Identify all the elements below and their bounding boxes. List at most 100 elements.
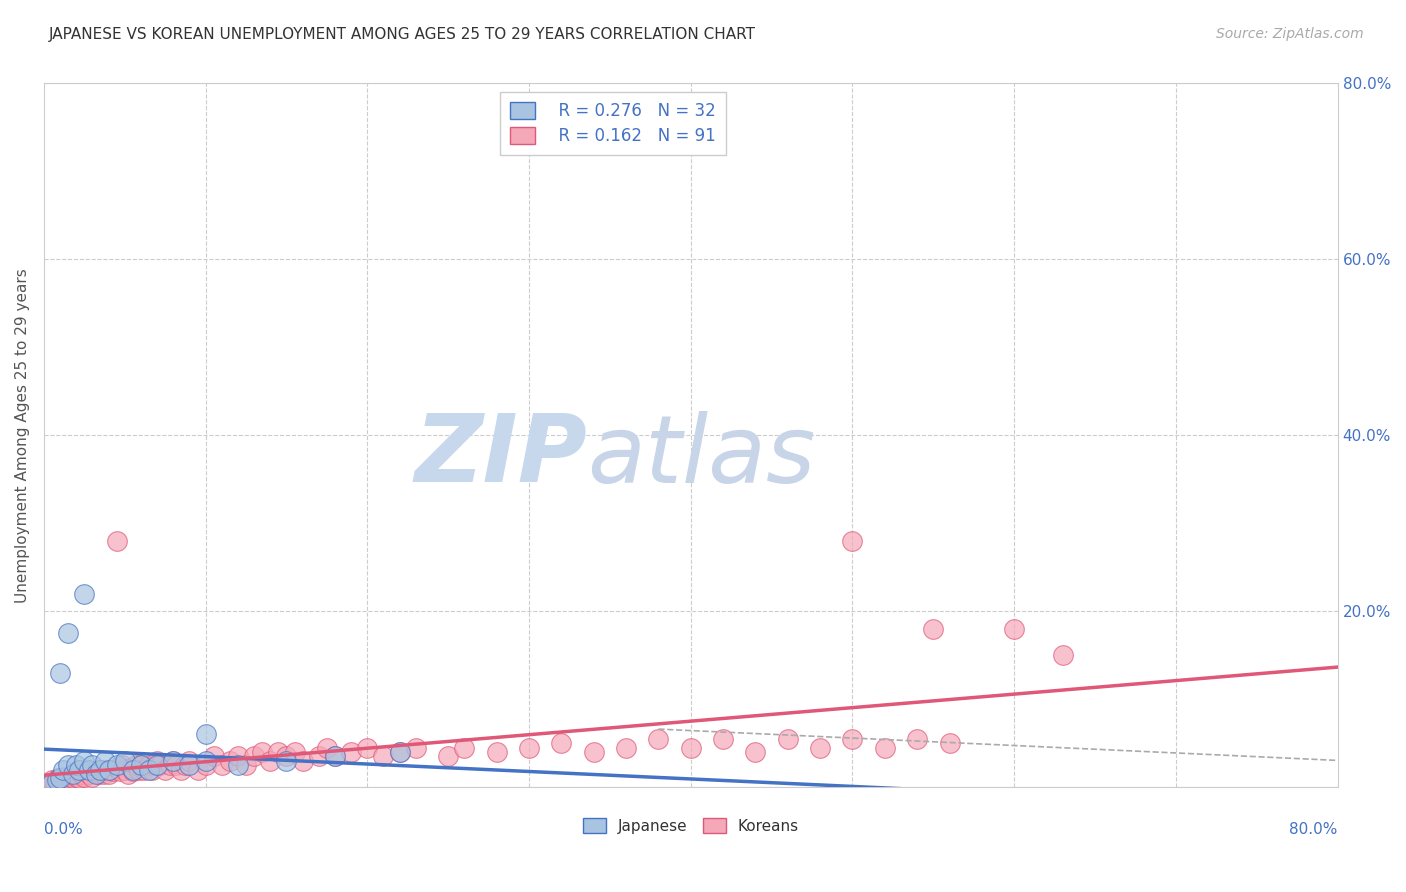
Point (97, 767, 120, 781)
Point (105, 533, 128, 548)
Point (146, 754, 169, 768)
Point (69, 763, 91, 777)
Point (922, 622, 945, 636)
Point (73, 586, 96, 600)
Point (808, 740, 831, 755)
Point (114, 763, 136, 777)
Point (1052, 648, 1074, 663)
Point (87, 767, 110, 781)
Point (938, 736, 960, 750)
Point (679, 740, 702, 755)
Point (218, 754, 240, 768)
Point (94, 763, 117, 777)
Point (291, 754, 314, 768)
Point (94, 754, 117, 768)
Point (56, 773, 79, 788)
Point (173, 758, 195, 772)
Point (149, 758, 172, 772)
Point (73, 754, 96, 768)
Point (62, 772, 84, 786)
Point (145, 758, 167, 772)
Point (179, 758, 201, 772)
Point (711, 731, 734, 746)
Point (45, 773, 67, 788)
Point (53, 772, 76, 786)
Point (82, 770, 104, 784)
Point (89, 763, 111, 777)
Point (194, 754, 217, 768)
Point (153, 763, 176, 777)
Point (134, 763, 156, 777)
Point (437, 749, 460, 764)
Point (41, 773, 63, 788)
Point (308, 749, 330, 764)
Point (84, 767, 107, 781)
Point (162, 754, 184, 768)
Point (259, 754, 281, 768)
Point (121, 764, 143, 779)
Point (159, 758, 181, 772)
Point (38, 777, 60, 791)
Text: atlas: atlas (588, 411, 815, 502)
Point (905, 731, 928, 746)
Point (323, 749, 346, 764)
Point (323, 749, 346, 764)
Point (108, 764, 131, 779)
Point (166, 758, 188, 772)
Point (873, 740, 896, 755)
Point (340, 745, 363, 759)
Point (744, 745, 766, 759)
Point (110, 758, 132, 772)
Point (129, 758, 152, 772)
Point (179, 754, 201, 768)
Point (776, 731, 799, 746)
Point (128, 763, 150, 777)
Point (117, 767, 139, 781)
Point (48, 772, 70, 786)
Point (170, 763, 193, 777)
Point (103, 764, 125, 779)
Point (62, 767, 84, 781)
Point (211, 758, 233, 772)
Point (405, 740, 427, 755)
Point (120, 761, 142, 775)
Point (77, 763, 100, 777)
Point (105, 761, 128, 775)
Point (186, 763, 208, 777)
Point (84, 764, 107, 779)
Point (235, 758, 257, 772)
Point (550, 736, 572, 750)
Text: ZIP: ZIP (415, 410, 588, 502)
Point (243, 749, 266, 764)
Point (101, 763, 124, 777)
Point (267, 745, 290, 759)
Point (194, 727, 217, 741)
Legend: Japanese, Koreans: Japanese, Koreans (574, 808, 808, 843)
Point (97, 763, 120, 777)
Point (105, 758, 128, 772)
Point (373, 749, 395, 764)
Point (517, 740, 540, 755)
Point (138, 763, 160, 777)
Point (841, 731, 863, 746)
Point (614, 740, 637, 755)
Point (841, 533, 863, 548)
Point (59, 770, 82, 784)
Point (388, 745, 411, 759)
Point (138, 758, 160, 772)
Point (65, 758, 87, 772)
Point (56, 626, 79, 640)
Point (202, 749, 225, 764)
Point (49, 773, 72, 788)
Point (77, 767, 100, 781)
Point (49, 772, 72, 786)
Point (146, 758, 169, 772)
Point (226, 758, 249, 772)
Point (125, 758, 148, 772)
Point (121, 763, 143, 777)
Point (316, 740, 339, 755)
Point (56, 758, 79, 772)
Text: JAPANESE VS KOREAN UNEMPLOYMENT AMONG AGES 25 TO 29 YEARS CORRELATION CHART: JAPANESE VS KOREAN UNEMPLOYMENT AMONG AG… (49, 27, 756, 42)
Point (582, 745, 605, 759)
Point (283, 745, 305, 759)
